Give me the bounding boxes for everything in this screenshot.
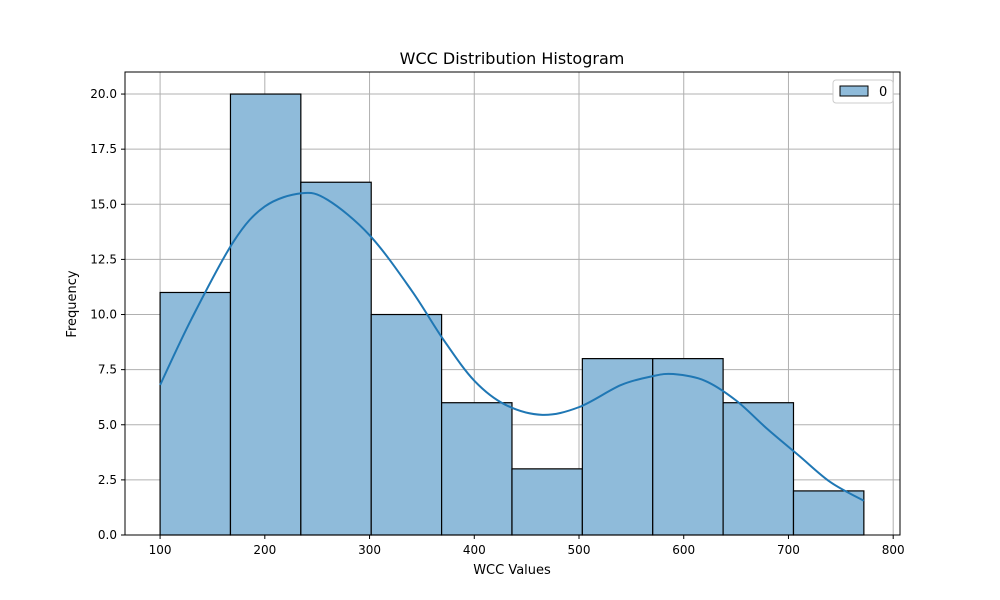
y-axis-ticks: 0.0 2.5 5.0 7.5 10.0 12.5 15.0 17.5 20.0 — [90, 87, 125, 542]
histogram-bar — [722, 402, 795, 536]
chart-title: WCC Distribution Histogram — [400, 49, 625, 68]
y-tick-label: 10.0 — [90, 308, 117, 322]
histogram-bars — [159, 93, 865, 536]
histogram-bar — [792, 490, 865, 536]
y-tick-label: 5.0 — [98, 418, 117, 432]
x-tick-label: 300 — [358, 543, 381, 557]
legend-label: 0 — [879, 85, 887, 100]
y-tick-label: 12.5 — [90, 252, 117, 266]
legend-swatch — [839, 85, 869, 97]
histogram-bar — [159, 291, 232, 536]
y-tick-label: 0.0 — [98, 528, 117, 542]
y-axis-label: Frequency — [65, 270, 80, 337]
x-tick-label: 600 — [672, 543, 695, 557]
x-tick-label: 700 — [777, 543, 800, 557]
kde-line — [159, 191, 865, 502]
x-axis-label: WCC Values — [473, 563, 551, 578]
x-axis-ticks: 100 200 300 400 500 600 700 800 — [149, 535, 905, 557]
histogram-bar — [370, 313, 443, 536]
plot-frame — [124, 71, 901, 536]
x-tick-label: 400 — [463, 543, 486, 557]
y-tick-label: 20.0 — [90, 87, 117, 101]
kde-curve-layer — [159, 191, 865, 502]
x-tick-label: 200 — [253, 543, 276, 557]
histogram-bar — [581, 358, 654, 536]
legend: 0 — [832, 79, 894, 104]
x-tick-label: 500 — [568, 543, 591, 557]
histogram-bar — [300, 181, 372, 536]
y-tick-label: 17.5 — [90, 142, 117, 156]
x-tick-label: 800 — [882, 543, 905, 557]
histogram-bar — [511, 468, 583, 536]
histogram-bar — [229, 93, 302, 536]
y-tick-label: 7.5 — [98, 363, 117, 377]
y-tick-label: 2.5 — [98, 473, 117, 487]
y-tick-label: 15.0 — [90, 197, 117, 211]
x-tick-label: 100 — [149, 543, 172, 557]
histogram-bar — [440, 402, 513, 536]
histogram-bar — [652, 358, 724, 536]
